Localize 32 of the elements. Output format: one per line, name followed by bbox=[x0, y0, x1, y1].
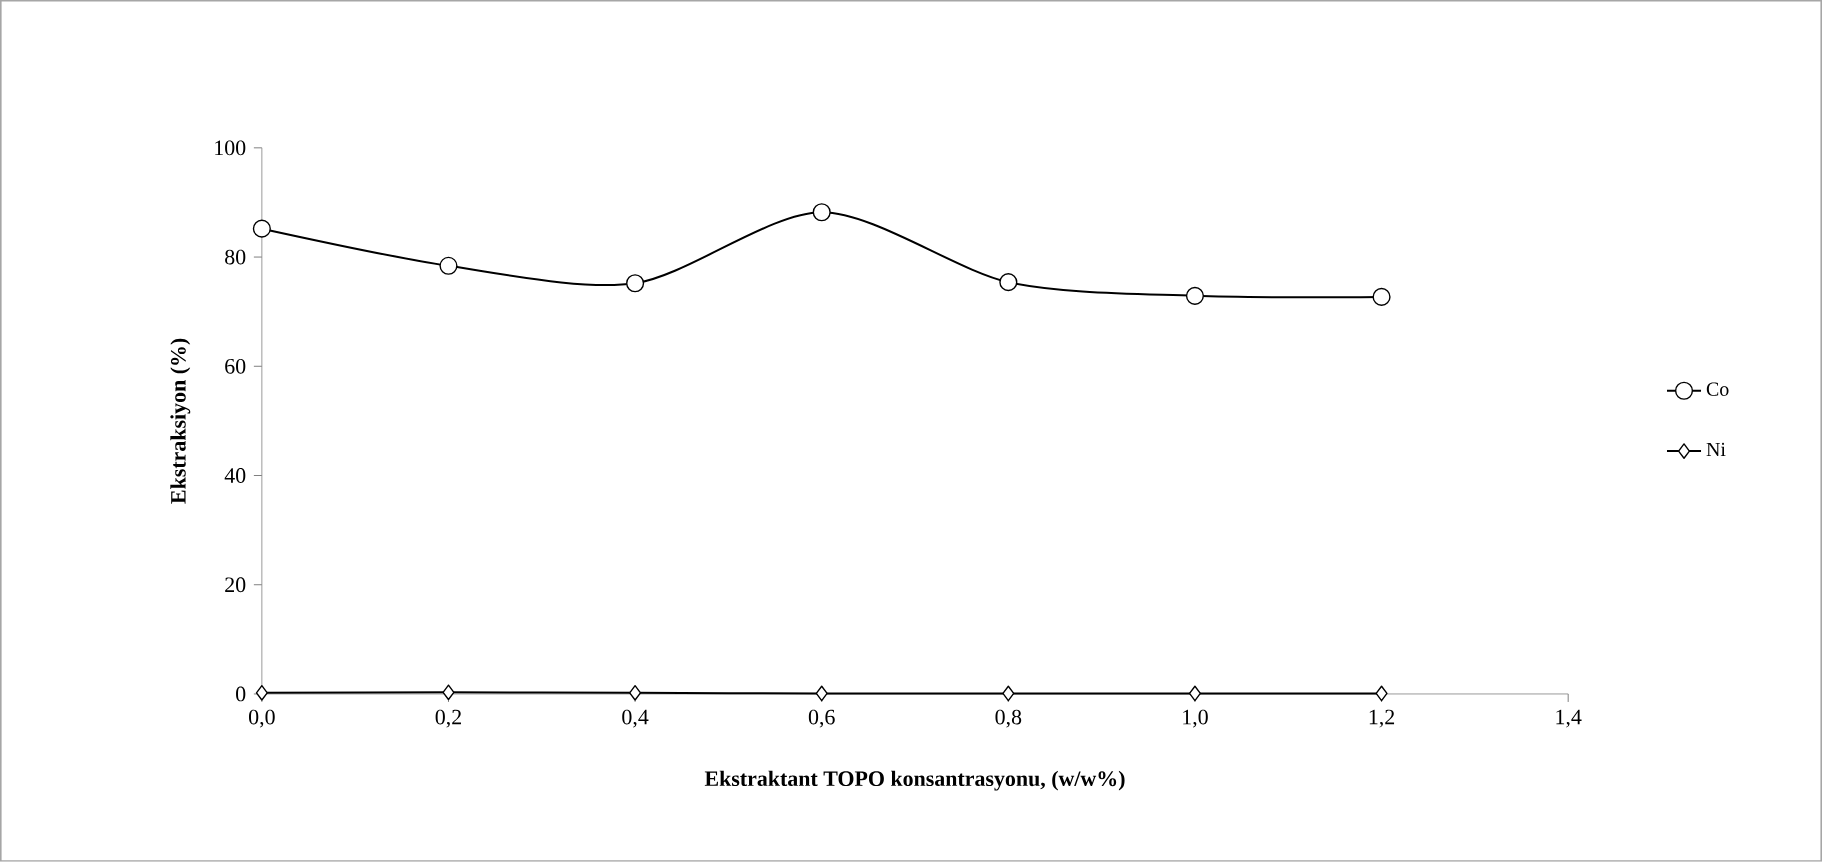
point bbox=[255, 685, 268, 701]
x-tick-label: 0,4 bbox=[622, 709, 649, 728]
y-axis-title: Ekstraksiyon (%) bbox=[170, 338, 191, 504]
x-tick-label: 0,2 bbox=[435, 709, 461, 728]
y-tick-label: 60 bbox=[225, 358, 246, 374]
x-axis-title: Ekstraktant TOPO konsantrasyonu, (w/w%) bbox=[704, 770, 1125, 791]
point bbox=[1375, 685, 1388, 702]
point bbox=[1372, 287, 1391, 307]
point bbox=[1002, 685, 1015, 702]
y-tick-label: 40 bbox=[224, 468, 246, 483]
point bbox=[812, 203, 831, 222]
y-tick-label: 100 bbox=[215, 140, 246, 156]
point bbox=[1188, 685, 1202, 702]
x-tick-label: 1,2 bbox=[1369, 709, 1395, 728]
point bbox=[252, 219, 271, 238]
legend-label: Co bbox=[1706, 382, 1729, 396]
point bbox=[626, 274, 645, 293]
legend-label: Ni bbox=[1706, 442, 1726, 457]
x-tick-label: 0,8 bbox=[995, 709, 1022, 728]
y-tick-label: 0 bbox=[236, 686, 246, 702]
x-tick-label: 0,6 bbox=[808, 709, 835, 728]
point bbox=[999, 273, 1018, 292]
point bbox=[439, 256, 458, 275]
point bbox=[629, 685, 642, 701]
y-tick-label: 20 bbox=[225, 577, 246, 593]
x-tick-label: 0,0 bbox=[249, 709, 275, 728]
point bbox=[815, 685, 828, 702]
point bbox=[1185, 286, 1205, 305]
y-tick-label: 80 bbox=[225, 249, 246, 265]
x-tick-label: 1,4 bbox=[1556, 709, 1582, 728]
point bbox=[442, 684, 455, 701]
x-tick-label: 1,0 bbox=[1183, 709, 1208, 728]
